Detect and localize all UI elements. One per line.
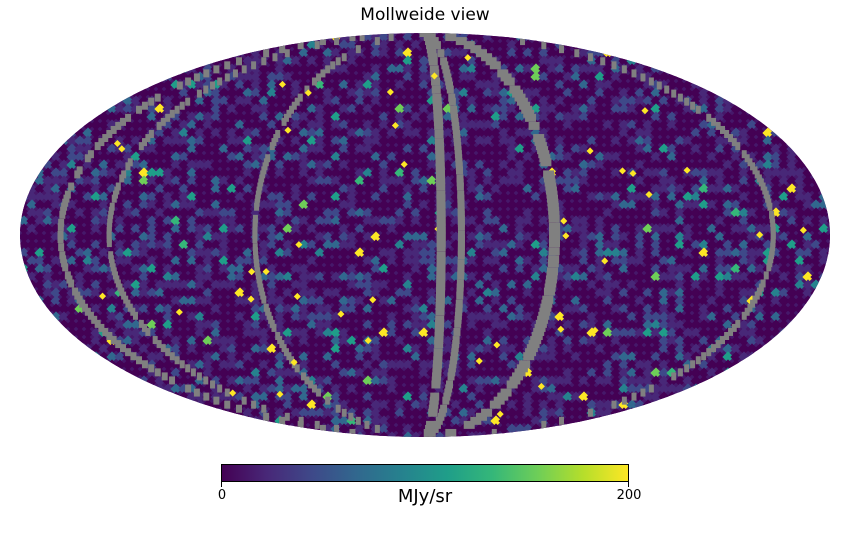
colorbar [221, 464, 629, 482]
colorbar-max-label: 200 [616, 488, 642, 503]
map-title: Mollweide view [360, 5, 490, 25]
colorbar-min-label: 0 [217, 488, 227, 503]
colorbar-tick-min [221, 482, 222, 487]
mollweide-sky-map [20, 33, 830, 437]
colorbar-unit-label: MJy/sr [397, 486, 453, 507]
colorbar-tick-max [628, 482, 629, 487]
